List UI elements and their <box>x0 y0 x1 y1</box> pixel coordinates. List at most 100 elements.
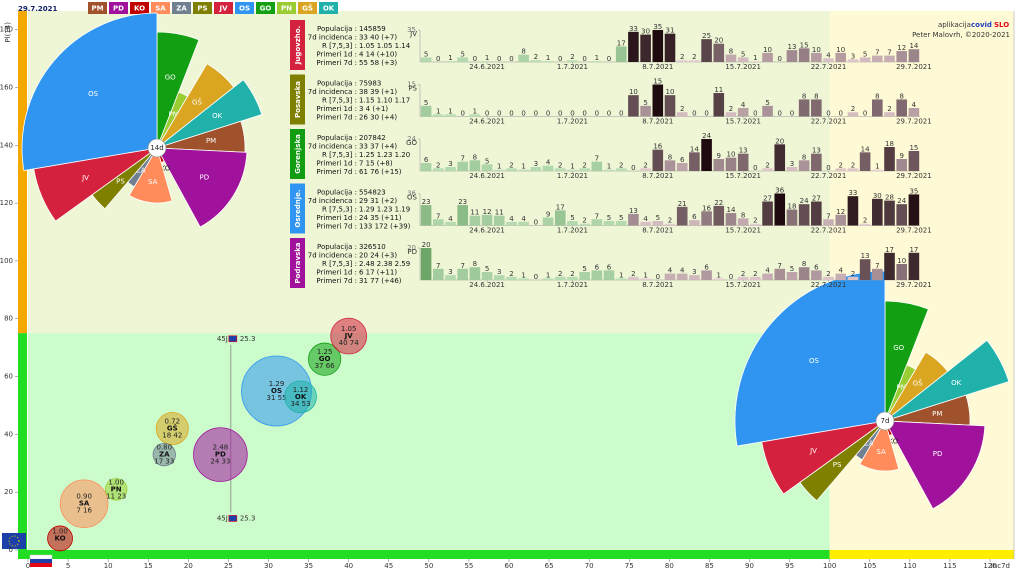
bar <box>896 264 908 280</box>
bar <box>664 273 676 280</box>
y-strip-upper <box>18 11 27 334</box>
bubble-xy: 7 16 <box>76 507 92 515</box>
stat-value: 1.29 1.23 1.19 <box>359 206 410 214</box>
x-tick-label: 80 <box>665 562 674 570</box>
stat-value: 2.48 2.38 2.59 <box>359 260 410 268</box>
bar <box>701 39 712 62</box>
bar <box>896 159 908 171</box>
credit-brand: covid <box>971 21 992 29</box>
bar-x-label: 29.7.2021 <box>896 118 932 126</box>
bar <box>676 273 688 280</box>
bar-value: 0 <box>534 110 538 118</box>
bubble-r: 1.25 <box>317 348 333 356</box>
y-tick-label: 0 <box>9 546 13 554</box>
bar-value: 1 <box>717 271 721 279</box>
bar <box>811 270 822 280</box>
bar-value: 33 <box>848 189 857 197</box>
bar <box>615 168 627 171</box>
bar-value: 1 <box>546 54 550 62</box>
bar <box>554 210 566 226</box>
stat-label: 7d incidenca : <box>308 197 357 205</box>
bar <box>469 160 481 171</box>
bar <box>481 164 493 171</box>
bar-value: 10 <box>897 257 906 265</box>
bar <box>676 112 688 117</box>
bar-value: 9 <box>717 152 721 160</box>
x-tick-label: 25 <box>224 562 233 570</box>
bar-value: 1 <box>436 107 440 115</box>
bar <box>579 168 590 171</box>
bar <box>591 270 603 280</box>
bar-value: 15 <box>909 144 918 152</box>
bar-value: 5 <box>863 50 867 58</box>
bar-x-label: 8.7.2021 <box>642 227 673 235</box>
region-chip-label: PM <box>91 5 103 13</box>
bar-value: 8 <box>729 48 733 56</box>
bar-value: 11 <box>495 209 504 217</box>
bar <box>445 114 456 117</box>
bar-value: 1 <box>473 107 477 115</box>
bar-value: 0 <box>460 110 464 118</box>
bar-value: 2 <box>558 270 562 278</box>
bar-x-label: 22.7.2021 <box>811 63 847 71</box>
pie-sector <box>734 270 886 447</box>
x-tick-label: 50 <box>424 562 433 570</box>
stat-value: 33 37 (+4) <box>359 143 397 151</box>
x-tick-label: 30 <box>264 562 273 570</box>
bar-value: 0 <box>753 110 757 118</box>
bar <box>603 221 615 226</box>
bar-value: 4 <box>741 101 746 109</box>
x-tick-label: 65 <box>545 562 554 570</box>
bar-value: 16 <box>653 143 662 151</box>
region-chip <box>277 2 296 14</box>
bar <box>737 107 749 117</box>
bar <box>567 60 578 62</box>
pie-label: OK <box>951 379 962 387</box>
bar <box>542 217 554 226</box>
stat-value: 24 35 (+11) <box>359 214 402 222</box>
bar <box>493 215 505 226</box>
stat-label: R [7,5,3] : <box>322 151 357 159</box>
bar-value: 8 <box>741 211 745 219</box>
region-chip <box>193 2 212 14</box>
bar-x-label: 24.6.2021 <box>469 172 505 180</box>
bar <box>493 169 505 171</box>
bar <box>713 43 725 62</box>
bar-value: 0 <box>607 110 611 118</box>
bar <box>603 270 615 280</box>
bar <box>750 223 761 226</box>
bar-chart-label: OS <box>407 194 418 202</box>
bar <box>750 276 761 280</box>
stat-value: 26 30 (+4) <box>359 114 397 122</box>
bar <box>737 276 749 280</box>
bar-value: 2 <box>643 161 647 169</box>
stat-label: Populacija : <box>317 134 357 142</box>
bar-value: 0 <box>778 110 782 118</box>
bar-value: 0 <box>704 110 708 118</box>
bar <box>664 160 676 171</box>
bar-value: 5 <box>424 50 428 58</box>
bar-value: 3 <box>692 268 696 276</box>
bar-value: 10 <box>629 88 638 96</box>
bar-value: 5 <box>582 265 586 273</box>
marker-label: 45J <box>217 514 228 522</box>
stat-value: 3 4 (+1) <box>359 105 388 113</box>
bar-value: 24 <box>702 132 711 140</box>
pie-sector <box>156 147 248 228</box>
bar-x-label: 8.7.2021 <box>642 118 673 126</box>
y-tick-label: 80 <box>4 315 13 323</box>
bar-value: 2 <box>851 161 855 169</box>
bar <box>542 278 554 280</box>
bar <box>628 95 639 117</box>
bar-value: 0 <box>838 110 842 118</box>
bar-value: 8 <box>814 92 818 100</box>
pie-label: PS <box>116 178 125 186</box>
bar-value: 0 <box>826 110 830 118</box>
bar-x-label: 22.7.2021 <box>811 172 847 180</box>
bar <box>640 168 651 171</box>
stat-label: Primeri 1d : <box>316 269 357 277</box>
stat-label: 7d incidenca : <box>308 34 357 42</box>
bar <box>798 267 810 280</box>
bar <box>847 168 859 171</box>
